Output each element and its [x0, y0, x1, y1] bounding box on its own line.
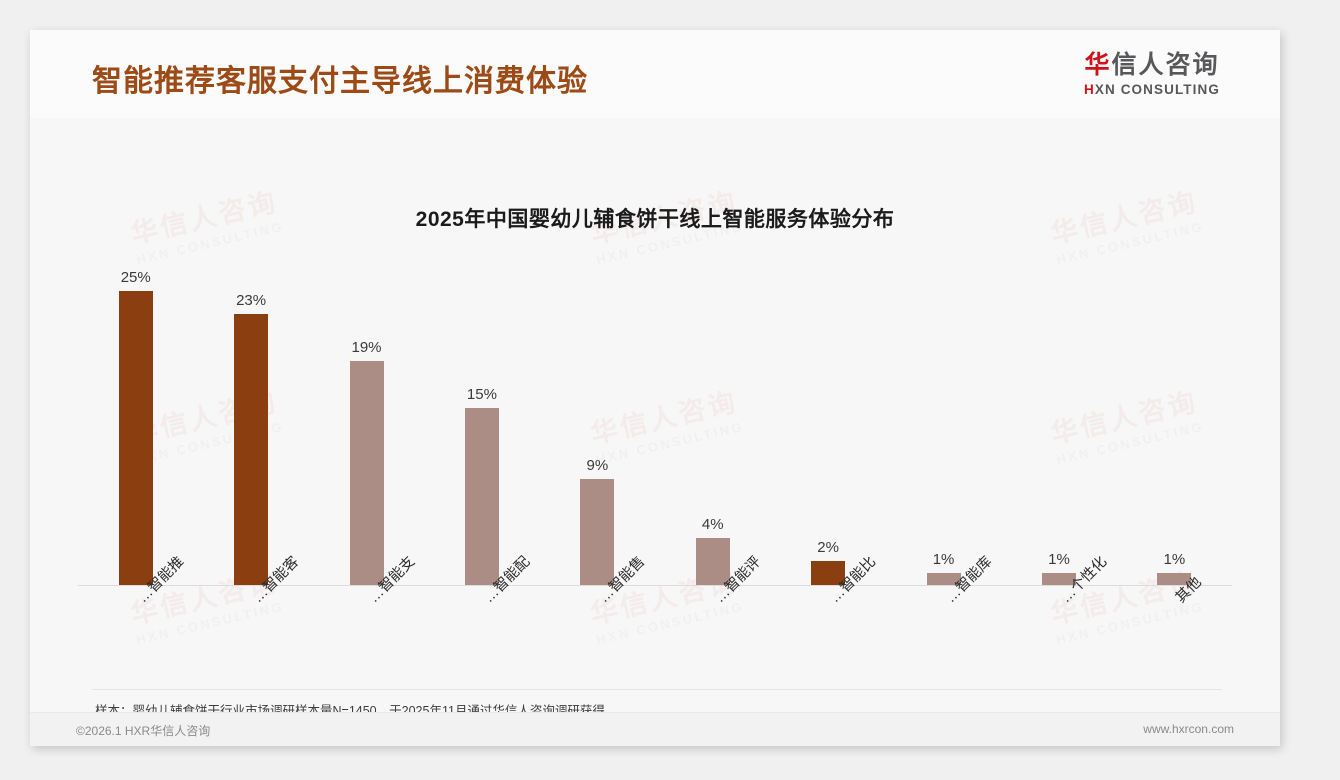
x-axis-line — [78, 585, 1232, 586]
bar-slot[interactable]: 15% — [424, 268, 539, 585]
x-label-slot: 其他 — [1117, 574, 1232, 678]
bar-chart-plot: 25% 23% 19% 15% 9% 4% 2% 1% 1% 1% — [78, 268, 1232, 586]
logo-english-rest: XN CONSULTING — [1094, 81, 1220, 97]
page-title: 智能推荐客服支付主导线上消费体验 — [92, 65, 588, 98]
bar-value-label: 19% — [351, 339, 382, 357]
footnote-divider — [92, 689, 1222, 690]
logo-h-character: H — [1084, 81, 1095, 97]
bar-value-label: 25% — [120, 268, 151, 286]
slide-header: 智能推荐客服支付主导线上消费体验 华信人咨询 HXN CONSULTING — [30, 30, 1280, 119]
bar-value-label: 1% — [1163, 551, 1186, 569]
chart-title: 2025年中国婴幼儿辅食饼干线上智能服务体验分布 — [415, 208, 895, 231]
bar-value-label: 9% — [586, 457, 609, 474]
bar-value-label: 23% — [236, 292, 267, 310]
x-label-slot: 智能售… — [540, 554, 655, 678]
bar-rect[interactable] — [1157, 573, 1192, 585]
bar-slot[interactable]: 1% — [1001, 268, 1116, 585]
bar-value-label: 1% — [1048, 551, 1070, 569]
x-axis-labels: 智能推… 智能客… 智能支… 智能配… 智能售… 智能评… 智能比… 智能库… 个性化… 其他 — [78, 554, 1232, 678]
bar-rect[interactable] — [580, 479, 615, 585]
bar-slot[interactable]: 23% — [193, 268, 308, 585]
slide-page: 智能推荐客服支付主导线上消费体验 华信人咨询 HXN CONSULTING 华信… — [30, 30, 1280, 746]
x-label-slot: 智能比… — [770, 554, 885, 678]
website-url[interactable]: www.hxrcon.com — [1143, 722, 1234, 736]
bar-slot[interactable]: 2% — [770, 268, 885, 585]
x-label-slot: 智能支… — [309, 554, 424, 678]
bar-value-label: 15% — [466, 386, 497, 404]
bar-value-label: 4% — [701, 515, 724, 533]
bar-slot[interactable]: 1% — [886, 268, 1001, 585]
copyright-text: ©2026.1 HXR华信人咨询 — [76, 724, 211, 738]
x-label-slot: 智能推… — [78, 554, 193, 678]
logo-english-text: HXN CONSULTING — [1062, 82, 1242, 97]
bar-rect[interactable] — [349, 361, 384, 585]
bar-slot[interactable]: 9% — [540, 268, 655, 585]
x-label-slot: 智能客… — [193, 554, 308, 678]
logo-hua-character: 华 — [1084, 51, 1112, 79]
bar-rect[interactable] — [695, 537, 730, 585]
footer-bar: ©2026.1 HXR华信人咨询 www.hxrcon.com — [30, 712, 1280, 746]
bar-slot[interactable]: 1% — [1117, 268, 1232, 585]
bar-value-label: 1% — [932, 551, 955, 569]
slide-body: 华信人咨询 HXN CONSULTING 华信人咨询 HXN CONSULTIN… — [30, 118, 1280, 746]
bar-slot[interactable]: 19% — [309, 268, 424, 585]
bar-rect[interactable] — [464, 408, 499, 585]
company-logo: 华信人咨询 HXN CONSULTING — [1062, 51, 1242, 97]
bar-rect[interactable] — [1041, 573, 1076, 585]
bar-series: 25% 23% 19% 15% 9% 4% 2% 1% 1% 1% — [78, 268, 1232, 585]
x-label-slot: 个性化… — [1001, 554, 1116, 678]
bar-rect[interactable] — [234, 314, 269, 585]
bar-rect[interactable] — [118, 290, 153, 585]
bar-slot[interactable]: 25% — [78, 268, 193, 585]
bar-slot[interactable]: 4% — [655, 268, 770, 585]
bar-rect[interactable] — [811, 561, 846, 585]
x-label-slot: 智能库… — [886, 554, 1001, 678]
x-label-slot: 智能配… — [424, 554, 539, 678]
bar-rect[interactable] — [926, 573, 961, 585]
bar-value-label: 2% — [817, 539, 839, 557]
logo-chinese-rest: 信人咨询 — [1111, 51, 1220, 79]
logo-chinese-text: 华信人咨询 — [1062, 51, 1242, 80]
x-label-slot: 智能评… — [655, 554, 770, 678]
